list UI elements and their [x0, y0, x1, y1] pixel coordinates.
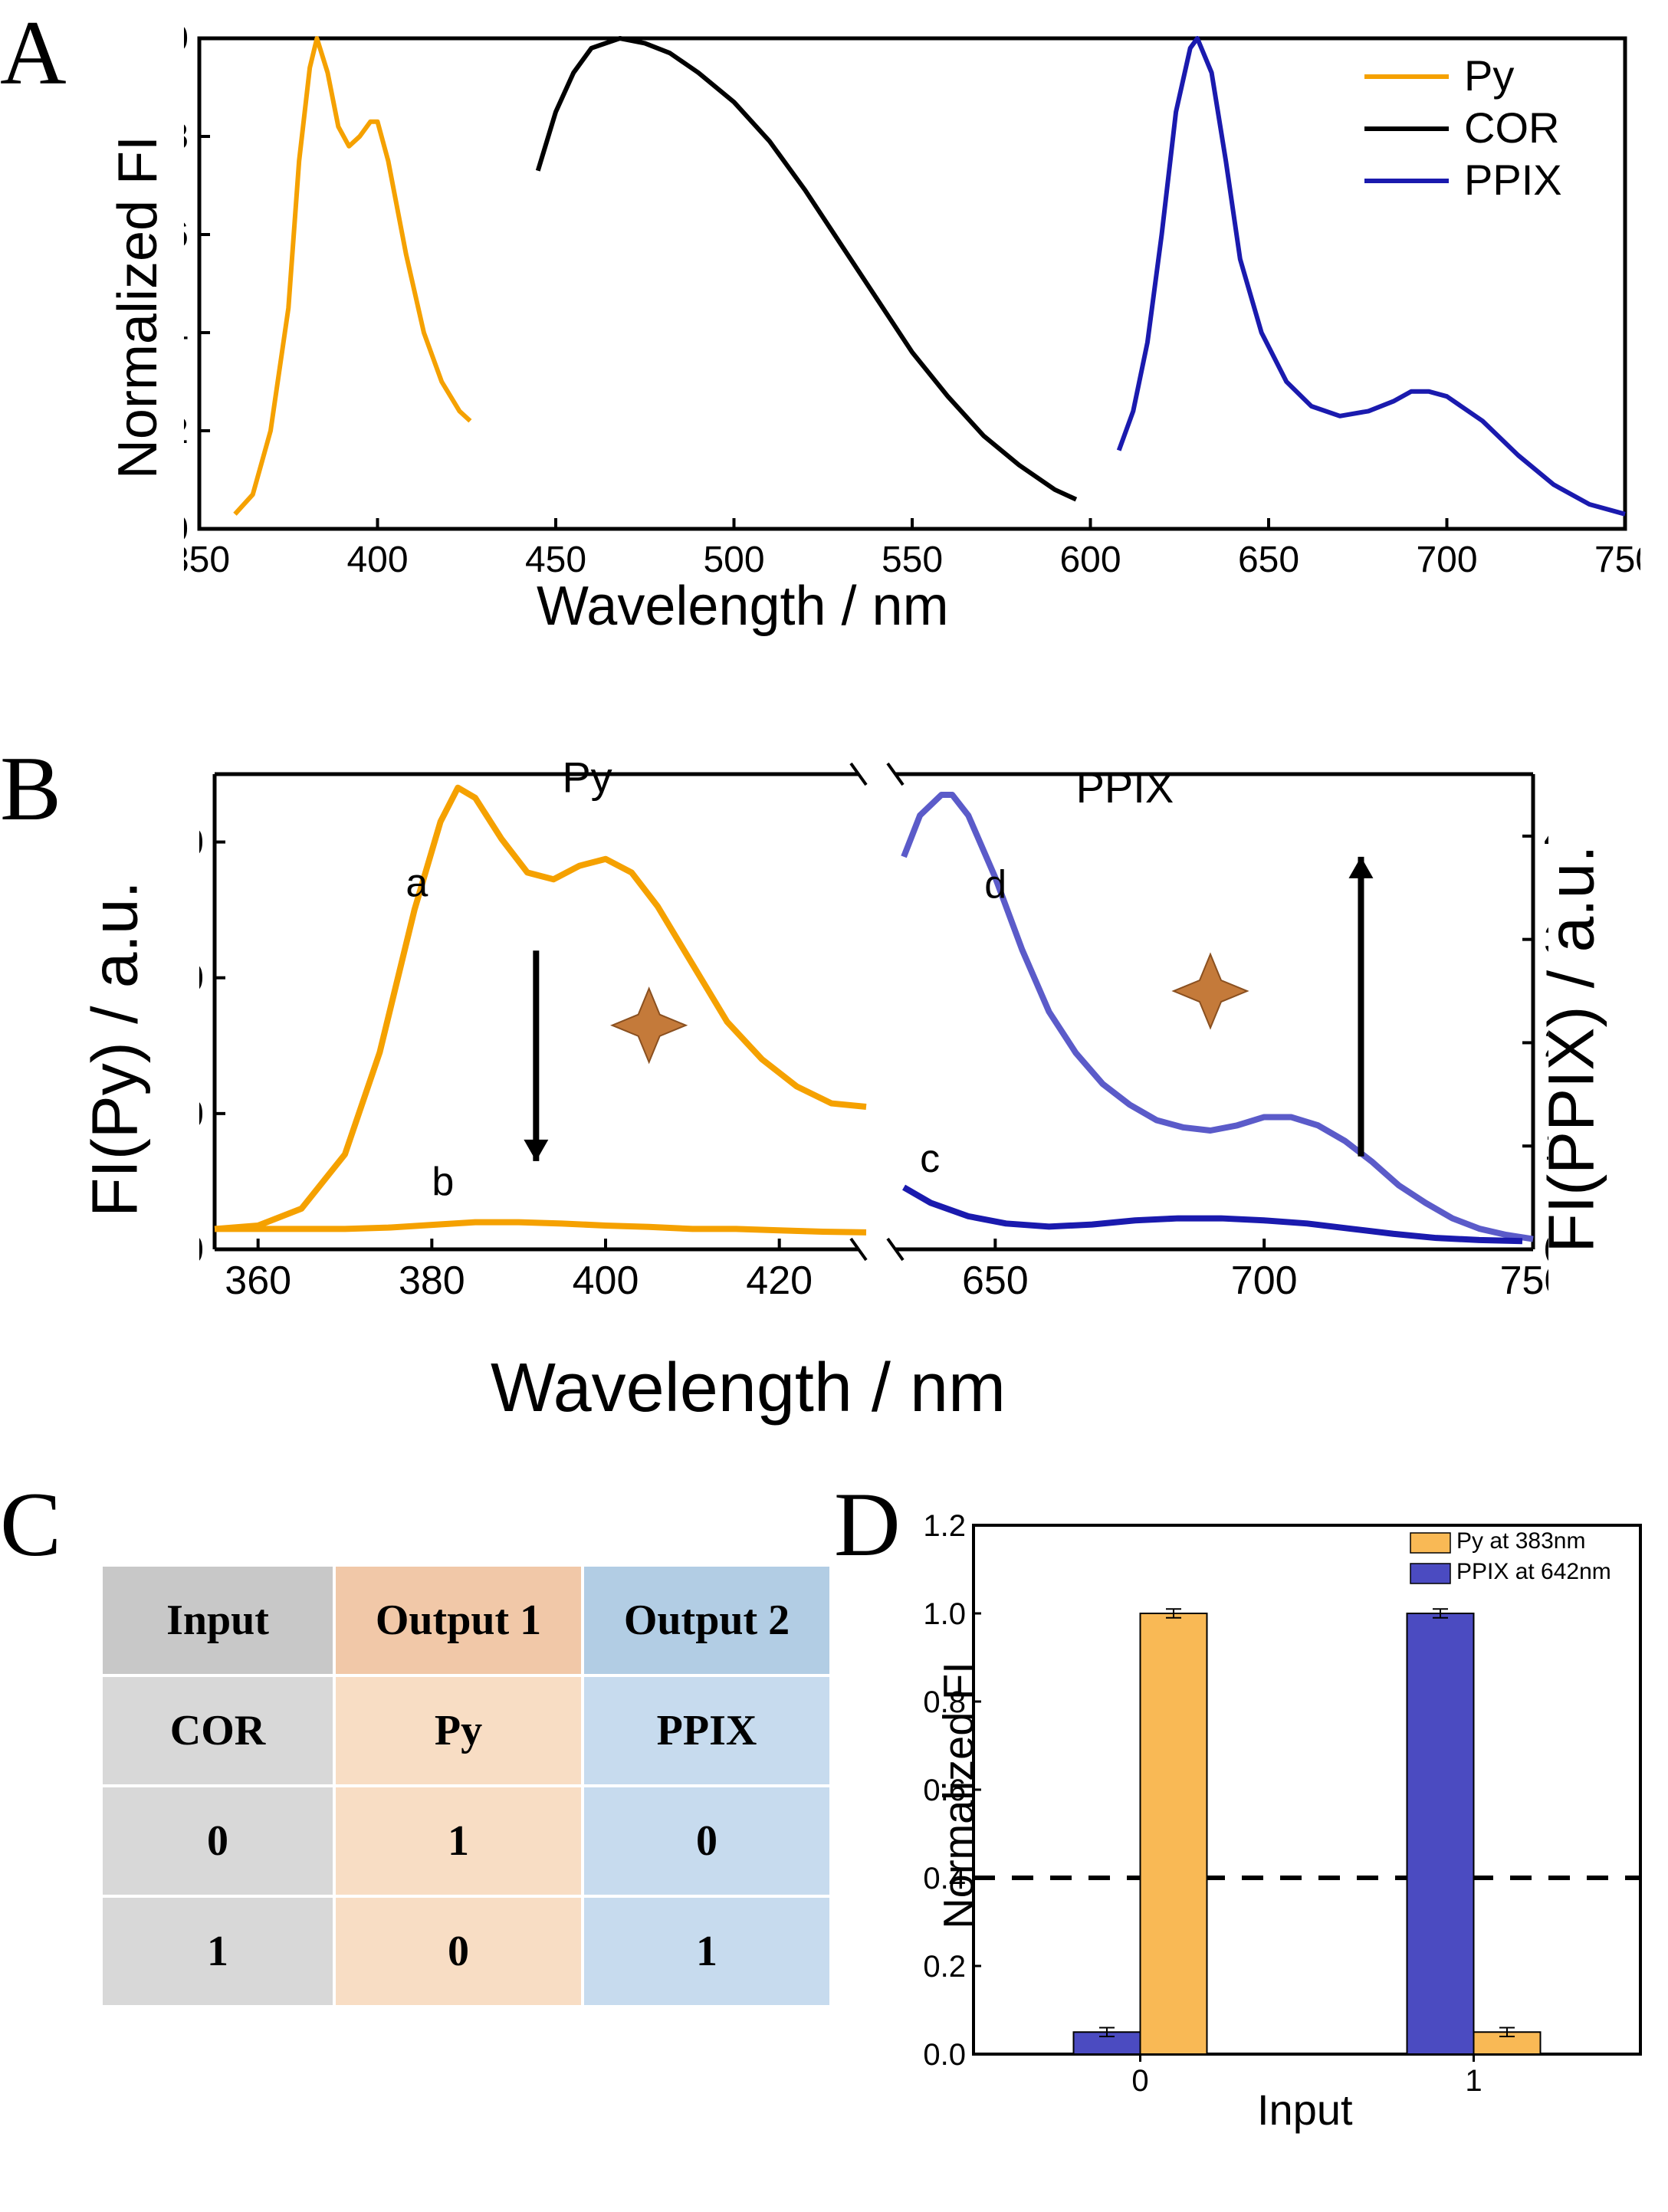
svg-text:0.0: 0.0 [923, 2038, 966, 2072]
panel-c-label: C [0, 1472, 61, 1577]
panel-b-label: B [0, 736, 61, 842]
table-cell: PPIX [583, 1675, 831, 1786]
svg-text:0.8: 0.8 [184, 117, 189, 157]
svg-text:a: a [406, 861, 428, 905]
svg-text:c: c [920, 1137, 940, 1181]
panel-c-table: InputOutput 1Output 2CORPyPPIX010101 [100, 1564, 832, 2008]
svg-text:d: d [984, 863, 1006, 907]
panel-b-ylabel-left: FI(Py) / a.u. [78, 781, 153, 1318]
panel-d-chart: 0.00.20.40.60.81.01.201Py at 383nmPPIX a… [920, 1510, 1656, 2123]
svg-text:700: 700 [1416, 540, 1477, 580]
table-cell: 1 [334, 1786, 583, 1896]
svg-text:0.6: 0.6 [184, 215, 189, 255]
svg-text:0.2: 0.2 [184, 411, 189, 451]
table-header-cell: Output 2 [583, 1565, 831, 1675]
svg-text:Py: Py [562, 759, 612, 802]
table-cell: 1 [583, 1896, 831, 2007]
svg-text:0.4: 0.4 [184, 313, 189, 353]
svg-text:b: b [432, 1160, 454, 1204]
svg-text:650: 650 [1238, 540, 1299, 580]
table-header-cell: Output 1 [334, 1565, 583, 1675]
svg-text:Py: Py [1464, 51, 1514, 100]
svg-text:1.2: 1.2 [923, 1510, 966, 1543]
svg-text:400: 400 [199, 957, 204, 1001]
svg-text:350: 350 [184, 540, 230, 580]
panel-a-ylabel: Normalized FI [107, 62, 169, 553]
svg-text:400: 400 [346, 540, 408, 580]
svg-text:360: 360 [225, 1259, 291, 1303]
table-cell: 0 [583, 1786, 831, 1896]
table-cell: 1 [101, 1896, 334, 2007]
svg-text:PPIX: PPIX [1464, 156, 1562, 204]
svg-text:PPIX at 642nm: PPIX at 642nm [1456, 1559, 1611, 1584]
svg-text:PPIX: PPIX [1076, 763, 1174, 812]
svg-text:420: 420 [746, 1259, 813, 1303]
table-header-cell: Input [101, 1565, 334, 1675]
svg-text:1.0: 1.0 [184, 23, 189, 59]
svg-text:700: 700 [1231, 1259, 1298, 1303]
svg-text:0: 0 [199, 1228, 204, 1272]
svg-text:380: 380 [399, 1259, 465, 1303]
panel-d-ylabel: Normalized FI [934, 1604, 983, 1987]
svg-text:COR: COR [1464, 103, 1559, 152]
svg-text:0.0: 0.0 [184, 509, 189, 550]
svg-text:650: 650 [962, 1259, 1029, 1303]
panel-b-ylabel-right: FI(PPIX) / a.u. [1535, 781, 1609, 1318]
table-cell: 0 [334, 1896, 583, 2007]
panel-b-chart: 3603804004206507007500200400600010020030… [199, 759, 1548, 1341]
svg-text:600: 600 [199, 821, 204, 865]
panel-b-xlabel: Wavelength / nm [491, 1349, 1006, 1428]
svg-text:1: 1 [1465, 2064, 1482, 2098]
svg-text:750: 750 [1594, 540, 1640, 580]
table-cell: 0 [101, 1786, 334, 1896]
svg-text:600: 600 [1059, 540, 1121, 580]
svg-text:0: 0 [1131, 2064, 1148, 2098]
table-cell: Py [334, 1675, 583, 1786]
svg-text:Py at 383nm: Py at 383nm [1456, 1528, 1585, 1554]
panel-a-xlabel: Wavelength / nm [537, 575, 949, 638]
figure-root: A 3504004505005506006507007500.00.20.40.… [0, 0, 1668, 2212]
panel-a-chart: 3504004505005506006507007500.00.20.40.60… [184, 23, 1640, 621]
panel-a-label: A [0, 0, 67, 106]
panel-d-label: D [834, 1472, 901, 1577]
svg-text:200: 200 [199, 1092, 204, 1137]
panel-d-xlabel: Input [1257, 2085, 1353, 2135]
table-cell: COR [101, 1675, 334, 1786]
svg-text:400: 400 [573, 1259, 639, 1303]
